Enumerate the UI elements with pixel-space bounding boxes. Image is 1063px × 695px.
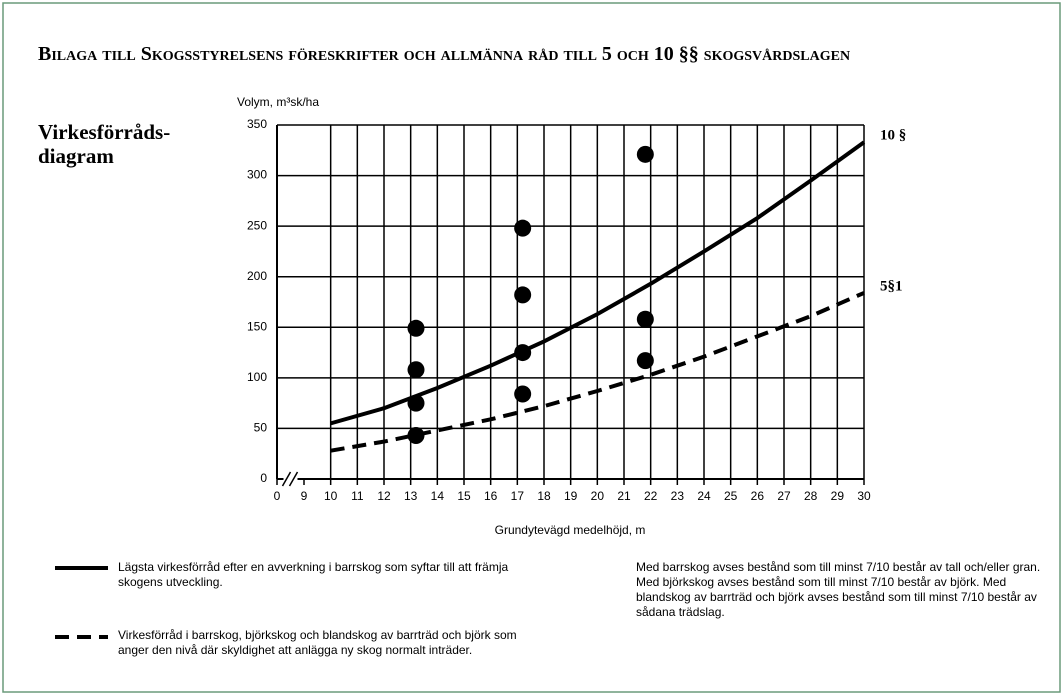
point <box>407 394 425 412</box>
x-tick-label: 24 <box>697 489 711 503</box>
point <box>514 344 532 362</box>
axis-break <box>281 471 292 487</box>
x-tick-label: 30 <box>857 489 871 503</box>
x-tick-label: 26 <box>751 489 765 503</box>
y-tick-label: 350 <box>247 117 267 131</box>
point <box>514 385 532 403</box>
x-tick-label: 9 <box>301 489 308 503</box>
x-tick-label: 18 <box>537 489 551 503</box>
x-tick-label: 25 <box>724 489 738 503</box>
line <box>330 140 866 426</box>
x-tick-label: 11 <box>351 489 364 503</box>
x-tick-label: 23 <box>671 489 685 503</box>
line-label: 10 § <box>880 128 906 144</box>
legend-text: Virkesförråd i barrskog, björkskog och b… <box>118 628 517 657</box>
y-tick-label: 100 <box>247 370 267 384</box>
y-tick-label: 300 <box>247 168 267 182</box>
point <box>636 310 654 328</box>
line-label: 5§1 <box>880 278 903 294</box>
note: Med barrskog avses bestånd som till mins… <box>636 560 1041 619</box>
point <box>636 145 654 163</box>
y-tick-label: 250 <box>247 218 267 232</box>
x-axis-label: Grundytevägd medelhöjd, m <box>495 523 646 537</box>
legend-text: Lägsta virkesförråd efter en avverkning … <box>118 560 509 589</box>
x-tick-label: 14 <box>431 489 445 503</box>
point <box>636 352 654 370</box>
x-tick-label: 15 <box>457 489 471 503</box>
x-tick-label: 0 <box>274 489 281 503</box>
y-axis-label: Volym, m³sk/ha <box>237 95 319 109</box>
y-tick-label: 0 <box>260 471 267 485</box>
x-tick-label: 19 <box>564 489 578 503</box>
point <box>514 219 532 237</box>
x-tick-label: 10 <box>324 489 338 503</box>
x-tick-label: 13 <box>404 489 418 503</box>
x-tick-label: 27 <box>777 489 791 503</box>
y-tick-label: 50 <box>254 421 268 435</box>
axis-break-gap <box>283 476 298 482</box>
point <box>407 361 425 379</box>
y-tick-label: 200 <box>247 269 267 283</box>
point <box>407 427 425 445</box>
x-tick-label: 28 <box>804 489 818 503</box>
heading: Virkesförråds-diagram <box>38 120 171 168</box>
x-tick-label: 20 <box>591 489 605 503</box>
x-tick-label: 17 <box>511 489 525 503</box>
y-tick-label: 150 <box>247 319 267 333</box>
x-tick-label: 21 <box>617 489 631 503</box>
point <box>514 286 532 304</box>
point <box>407 319 425 337</box>
x-tick-label: 29 <box>831 489 845 503</box>
axis-break <box>288 471 299 487</box>
x-tick-label: 16 <box>484 489 498 503</box>
x-tick-label: 12 <box>377 489 391 503</box>
x-tick-label: 22 <box>644 489 658 503</box>
title: Bilaga till Skogsstyrelsens föreskrifter… <box>38 43 851 65</box>
